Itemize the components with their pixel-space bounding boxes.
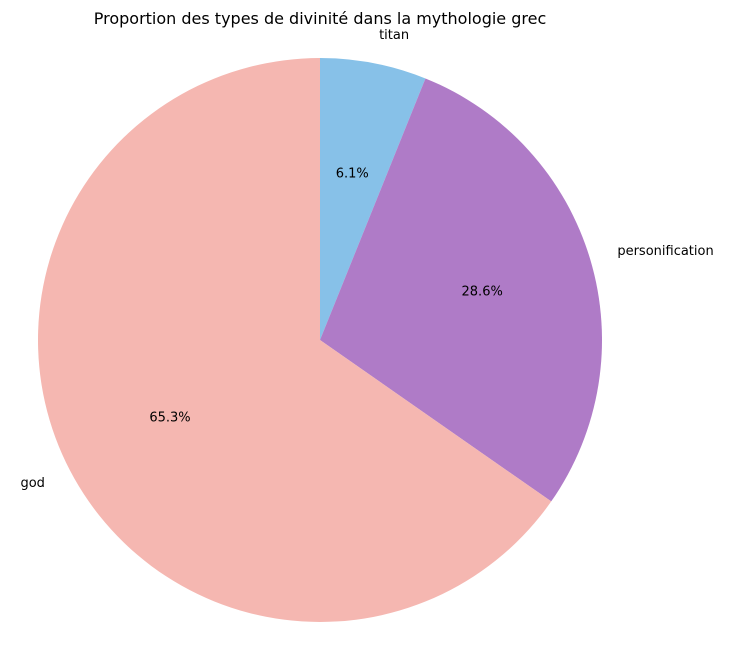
pie-category-label-personification: personification (617, 244, 713, 259)
pie-pct-label-god: 65.3% (149, 411, 190, 426)
chart-title: Proportion des types de divinité dans la… (94, 9, 547, 28)
pie-pct-label-personification: 28.6% (462, 284, 503, 299)
pie-labels: 6.1% titan 28.6% personification 65.3% god (20, 28, 713, 491)
pie-category-label-god: god (20, 476, 44, 491)
pie-slice-titan (320, 58, 426, 340)
pie-pct-label-titan: 6.1% (336, 166, 369, 181)
pie-slice-personification (320, 78, 602, 502)
pie-category-label-titan: titan (379, 28, 409, 43)
pie-slices (37, 58, 602, 622)
pie-slice-god (37, 58, 552, 622)
